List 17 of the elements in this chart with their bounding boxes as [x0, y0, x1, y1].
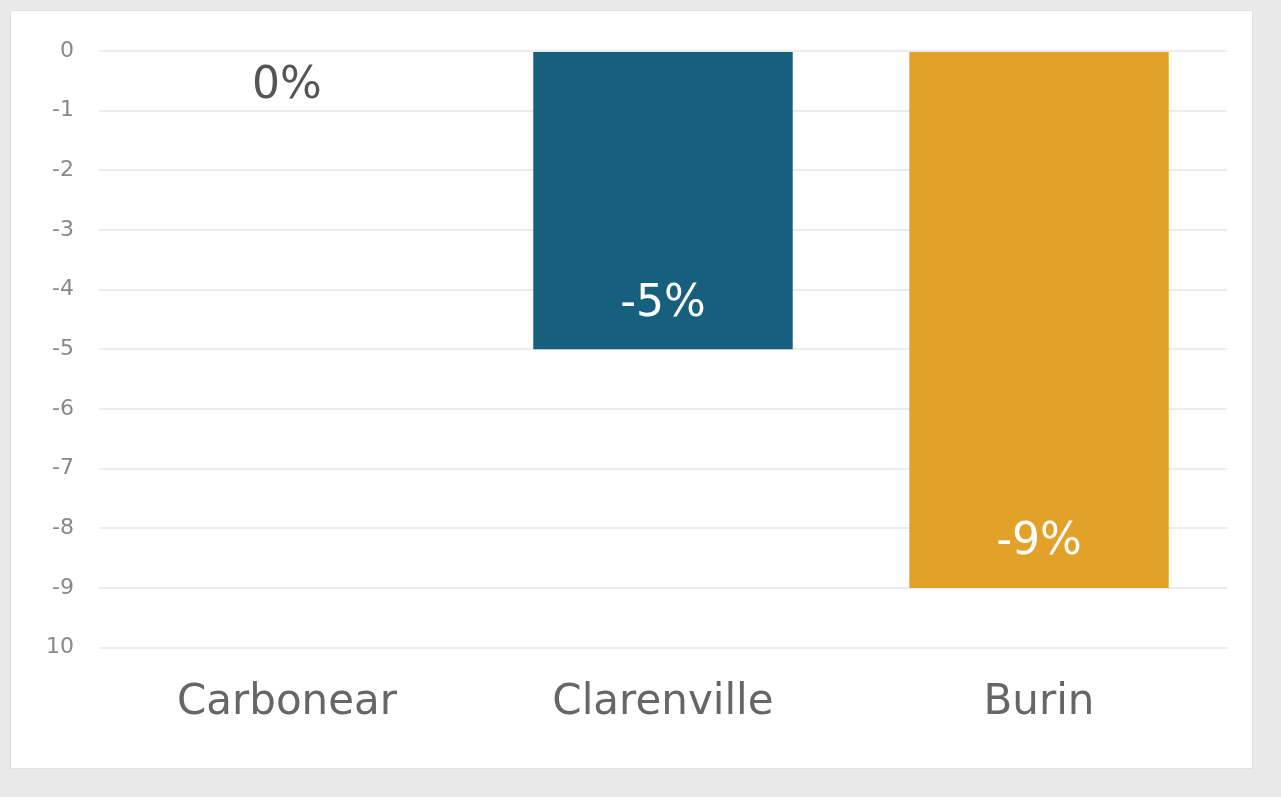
y-tick-label: -3 — [52, 215, 74, 241]
y-tick-label: -1 — [52, 96, 74, 122]
y-tick-label: -5 — [52, 335, 74, 361]
y-tick-label: 0 — [59, 36, 74, 62]
data-label: -9% — [996, 513, 1082, 565]
data-label: 0% — [252, 57, 322, 109]
data-label: -5% — [620, 274, 706, 326]
y-tick-label: -7 — [52, 454, 74, 480]
x-tick-label: Carbonear — [176, 674, 398, 724]
y-tick-label: -4 — [52, 275, 74, 301]
y-tick-label: -8 — [52, 514, 74, 539]
y-tick-label: -2 — [52, 156, 74, 182]
y-tick-label: -9 — [52, 573, 74, 599]
y-tick-label: -6 — [52, 394, 74, 420]
x-tick-label: Burin — [983, 674, 1095, 724]
x-tick-label: Clarenville — [552, 674, 774, 724]
y-tick-label: 10 — [45, 633, 74, 659]
